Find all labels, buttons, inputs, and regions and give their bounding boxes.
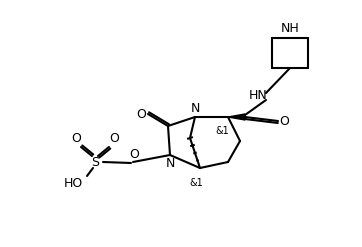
Text: HO: HO <box>63 177 83 189</box>
Text: S: S <box>91 156 99 168</box>
Text: N: N <box>165 157 175 169</box>
Polygon shape <box>228 114 245 120</box>
Text: O: O <box>109 131 119 144</box>
Text: O: O <box>129 147 139 161</box>
Text: O: O <box>136 107 146 121</box>
Text: O: O <box>71 131 81 144</box>
Text: &1: &1 <box>215 126 229 136</box>
Text: &1: &1 <box>189 178 203 188</box>
Text: HN: HN <box>249 88 268 102</box>
Text: NH: NH <box>281 21 299 35</box>
Text: N: N <box>190 102 200 115</box>
Text: O: O <box>279 115 289 127</box>
